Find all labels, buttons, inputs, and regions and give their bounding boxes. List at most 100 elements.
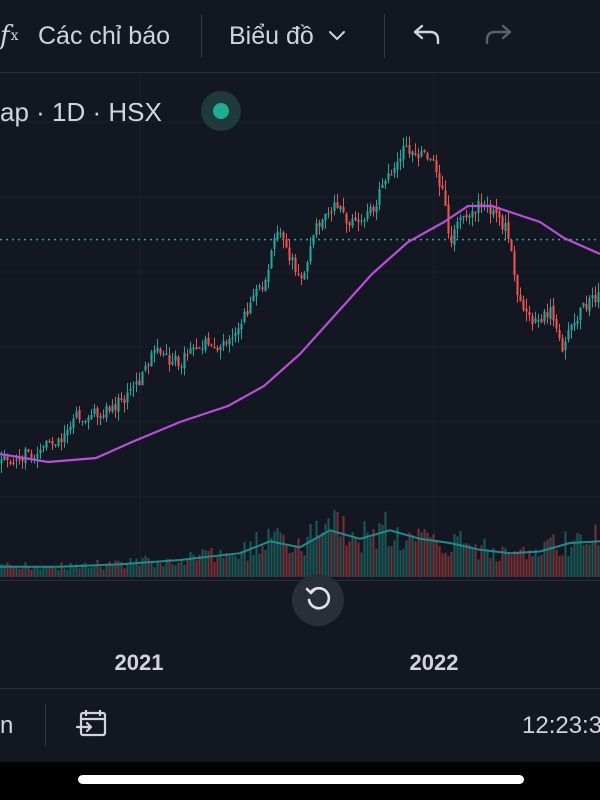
market-status-dot-icon[interactable] — [201, 91, 241, 131]
candle-body — [225, 342, 228, 344]
toolbar-divider — [384, 14, 385, 58]
volume-bar — [210, 547, 213, 577]
candle-body — [498, 211, 501, 218]
volume-bar — [183, 564, 186, 577]
volume-bar — [381, 524, 384, 577]
volume-bar — [369, 537, 372, 577]
candle-body — [243, 311, 246, 323]
candle-body — [453, 229, 456, 245]
candle-body — [150, 352, 153, 367]
volume-bar — [348, 541, 351, 577]
volume-bar — [36, 566, 39, 577]
candle-body — [81, 420, 84, 423]
volume-bar — [312, 540, 315, 577]
candle-body — [324, 213, 327, 221]
price-chart[interactable] — [0, 72, 600, 580]
indicators-button[interactable]: Các chỉ báo — [38, 0, 170, 72]
volume-bar — [387, 546, 390, 577]
candle-body — [246, 311, 249, 315]
candle-body — [411, 151, 414, 156]
volume-bar — [147, 558, 150, 577]
volume-bar — [465, 543, 468, 577]
reset-chart-button[interactable] — [292, 574, 344, 626]
go-to-date-button[interactable] — [75, 708, 110, 745]
volume-bar — [354, 537, 357, 577]
candle-body — [78, 409, 81, 420]
candle-body — [315, 223, 318, 235]
volume-bar — [537, 556, 540, 577]
candle-body — [51, 441, 54, 445]
volume-bar — [552, 534, 555, 577]
candle-body — [579, 307, 582, 321]
volume-bar — [177, 562, 180, 577]
candle-body — [6, 456, 9, 460]
volume-bar — [192, 554, 195, 577]
redo-icon — [483, 22, 513, 51]
candle-body — [444, 190, 447, 206]
candle-body — [408, 145, 411, 155]
volume-bar — [444, 552, 447, 577]
clock-display[interactable]: 12:23:3 — [522, 712, 600, 739]
reset-rotate-icon — [303, 583, 333, 618]
candle-body — [291, 257, 294, 260]
candle-body — [321, 219, 324, 229]
go-to-date-icon — [75, 710, 110, 744]
volume-bar — [48, 566, 51, 577]
volume-bar — [297, 538, 300, 577]
candle-body — [513, 251, 516, 276]
volume-bar — [555, 549, 558, 577]
volume-bar — [303, 555, 306, 577]
candle-body — [159, 348, 162, 354]
candle-body — [90, 414, 93, 419]
volume-bar — [378, 522, 381, 577]
volume-bar — [441, 553, 444, 577]
chart-canvas[interactable] — [0, 72, 600, 580]
candle-body — [132, 386, 135, 388]
candle-body — [558, 329, 561, 338]
candle-body — [27, 449, 30, 452]
candle-body — [201, 348, 204, 350]
volume-bar — [120, 561, 123, 577]
indicators-label: Các chỉ báo — [38, 21, 171, 50]
volume-bar — [480, 545, 483, 577]
volume-bar — [408, 532, 411, 577]
volume-bar — [165, 558, 168, 577]
candle-body — [483, 204, 486, 206]
candle-body — [111, 405, 114, 412]
candle-body — [345, 213, 348, 224]
volume-bar — [219, 549, 222, 577]
candle-body — [282, 232, 285, 239]
candle-body — [564, 341, 567, 351]
volume-bar — [42, 567, 45, 577]
volume-bar — [246, 560, 249, 577]
candle-body — [567, 330, 570, 340]
volume-bar — [108, 561, 111, 577]
symbol-legend[interactable]: ap · 1D · HSX — [0, 96, 162, 128]
redo-button[interactable] — [483, 0, 513, 72]
candle-body — [234, 333, 237, 337]
volume-bar — [438, 546, 441, 577]
candle-body — [465, 214, 468, 218]
chart-type-button[interactable]: Biểu đồ — [229, 0, 346, 72]
range-button[interactable]: n — [0, 712, 14, 739]
volume-bar — [549, 537, 552, 577]
volume-bar — [558, 556, 561, 577]
candle-body — [171, 361, 174, 365]
volume-bars — [0, 509, 600, 577]
candle-body — [294, 257, 297, 273]
undo-button[interactable] — [412, 0, 442, 72]
home-indicator[interactable] — [78, 775, 524, 784]
volume-bar — [396, 527, 399, 577]
volume-bar — [141, 557, 144, 577]
volume-bar — [255, 531, 258, 577]
candle-body — [249, 302, 252, 314]
volume-bar — [93, 564, 96, 577]
candle-body — [399, 158, 402, 162]
volume-bar — [198, 554, 201, 577]
volume-bar — [510, 555, 513, 577]
volume-bar — [498, 560, 501, 577]
candle-body — [459, 217, 462, 221]
candle-body — [207, 337, 210, 345]
volume-bar — [24, 562, 27, 577]
